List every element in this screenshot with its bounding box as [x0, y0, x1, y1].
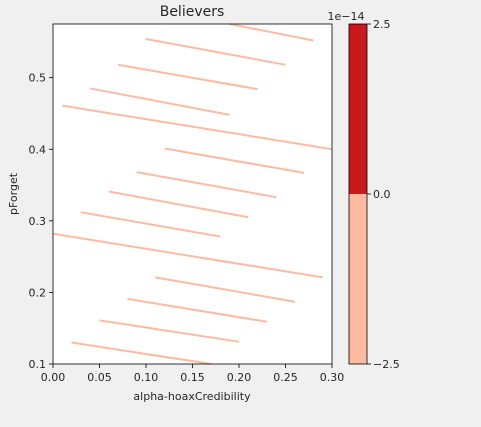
contour-segment-7 [136, 171, 277, 199]
x-tick-label: 0.10 [134, 371, 159, 384]
y-axis: 0.1 0.2 0.3 0.4 0.5 [29, 72, 53, 371]
contour-segment-13 [99, 319, 240, 343]
contour-segment-12 [127, 297, 268, 323]
x-tick-label: 0.25 [273, 371, 298, 384]
x-axis: 0.00 0.05 0.10 0.15 0.20 0.25 0.30 [41, 364, 345, 384]
x-tick-label: 0.20 [227, 371, 252, 384]
contour-segment-5 [62, 104, 333, 151]
contour-segment-1 [229, 23, 314, 42]
contour-lines [52, 23, 333, 365]
colorbar-offset-label: 1e−14 [328, 10, 365, 23]
contour-segment-3 [117, 63, 258, 91]
contour-segment-6 [164, 147, 305, 174]
y-tick-label: 0.1 [29, 358, 47, 371]
y-tick-label: 0.2 [29, 286, 47, 299]
y-tick-label: 0.3 [29, 215, 47, 228]
colorbar-tick-label: −2.5 [373, 358, 400, 371]
y-tick-label: 0.4 [29, 143, 47, 156]
x-tick-label: 0.15 [180, 371, 205, 384]
y-axis-label: pForget [7, 172, 20, 215]
colorbar-tick-label: 0.0 [373, 188, 391, 201]
colorbar-tick-label: 2.5 [373, 18, 391, 31]
contour-segment-10 [52, 232, 323, 279]
y-tick-label: 0.5 [29, 72, 47, 85]
contour-segment-9 [80, 211, 221, 238]
contour-segment-2 [145, 38, 286, 66]
contour-segment-4 [90, 87, 230, 116]
x-axis-label: alpha-hoaxCredibility [133, 390, 251, 403]
x-tick-label: 0.00 [41, 371, 66, 384]
x-tick-label: 0.30 [320, 371, 345, 384]
colorbar-level-2 [349, 24, 367, 194]
contour-segment-8 [108, 190, 249, 219]
plot-area [53, 24, 332, 364]
contour-segment-11 [155, 276, 295, 303]
colorbar-level-1 [349, 194, 367, 364]
colorbar: 2.5 0.0 −2.5 [348, 18, 400, 371]
chart-title: Believers [160, 4, 225, 20]
x-tick-label: 0.05 [87, 371, 112, 384]
contour-segment-14 [71, 341, 212, 365]
